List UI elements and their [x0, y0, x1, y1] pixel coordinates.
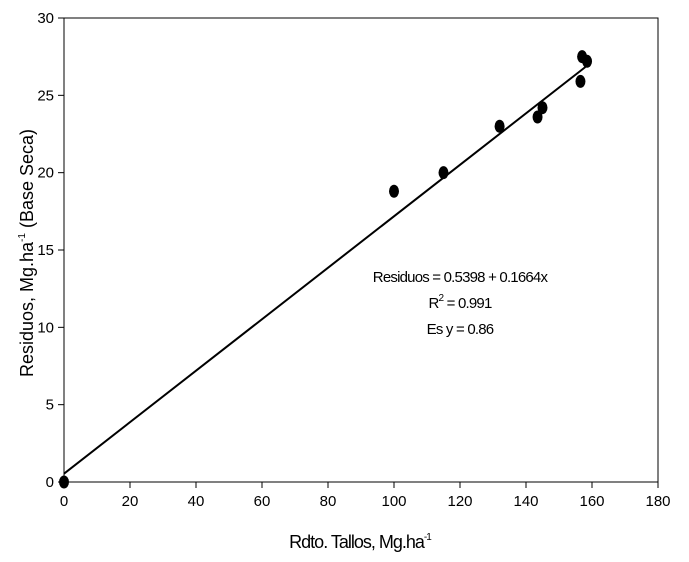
x-tick-label: 40	[188, 493, 205, 510]
x-tick-label: 100	[381, 493, 406, 510]
plot-area-frame	[63, 17, 659, 483]
regression-line	[63, 66, 587, 475]
standard-error-label: Es y = 0.86	[427, 321, 494, 338]
data-points	[59, 50, 593, 489]
x-tick-label: 0	[60, 493, 68, 510]
data-point	[575, 74, 586, 88]
x-tick-label: 140	[513, 493, 538, 510]
y-tick-label: 0	[46, 474, 54, 491]
data-point	[59, 475, 69, 489]
y-tick-label: 5	[46, 397, 54, 414]
data-point	[532, 110, 543, 124]
x-tick-label: 120	[447, 493, 472, 510]
x-tick-label: 180	[645, 493, 670, 510]
data-point	[582, 54, 593, 68]
y-axis-title: Residuos, Mg.ha-1 (Base Seca)	[17, 129, 37, 377]
x-tick-label: 80	[320, 493, 337, 510]
data-point	[438, 166, 449, 180]
regression-equation: Residuos = 0.5398 + 0.1664x	[373, 269, 549, 286]
ticks: 0 20 40 60 80 100 120 140 160 180 0 5 10 15 20 25 30	[37, 10, 670, 510]
y-tick-label: 30	[37, 10, 54, 27]
y-tick-label: 25	[37, 87, 54, 104]
x-axis-title: Rdto. Tallos, Mg.ha-1	[289, 532, 432, 552]
r-squared-label: R2 = 0.991	[428, 293, 492, 312]
axes	[63, 17, 659, 483]
data-point	[537, 101, 548, 115]
x-tick-label: 20	[122, 493, 139, 510]
y-tick-label: 20	[37, 165, 54, 182]
data-point	[389, 184, 399, 198]
x-tick-label: 160	[579, 493, 604, 510]
y-tick-label: 15	[37, 242, 54, 259]
data-point	[494, 119, 505, 133]
trendline-group	[63, 66, 587, 475]
y-tick-label: 10	[37, 319, 54, 336]
x-tick-label: 60	[254, 493, 271, 510]
